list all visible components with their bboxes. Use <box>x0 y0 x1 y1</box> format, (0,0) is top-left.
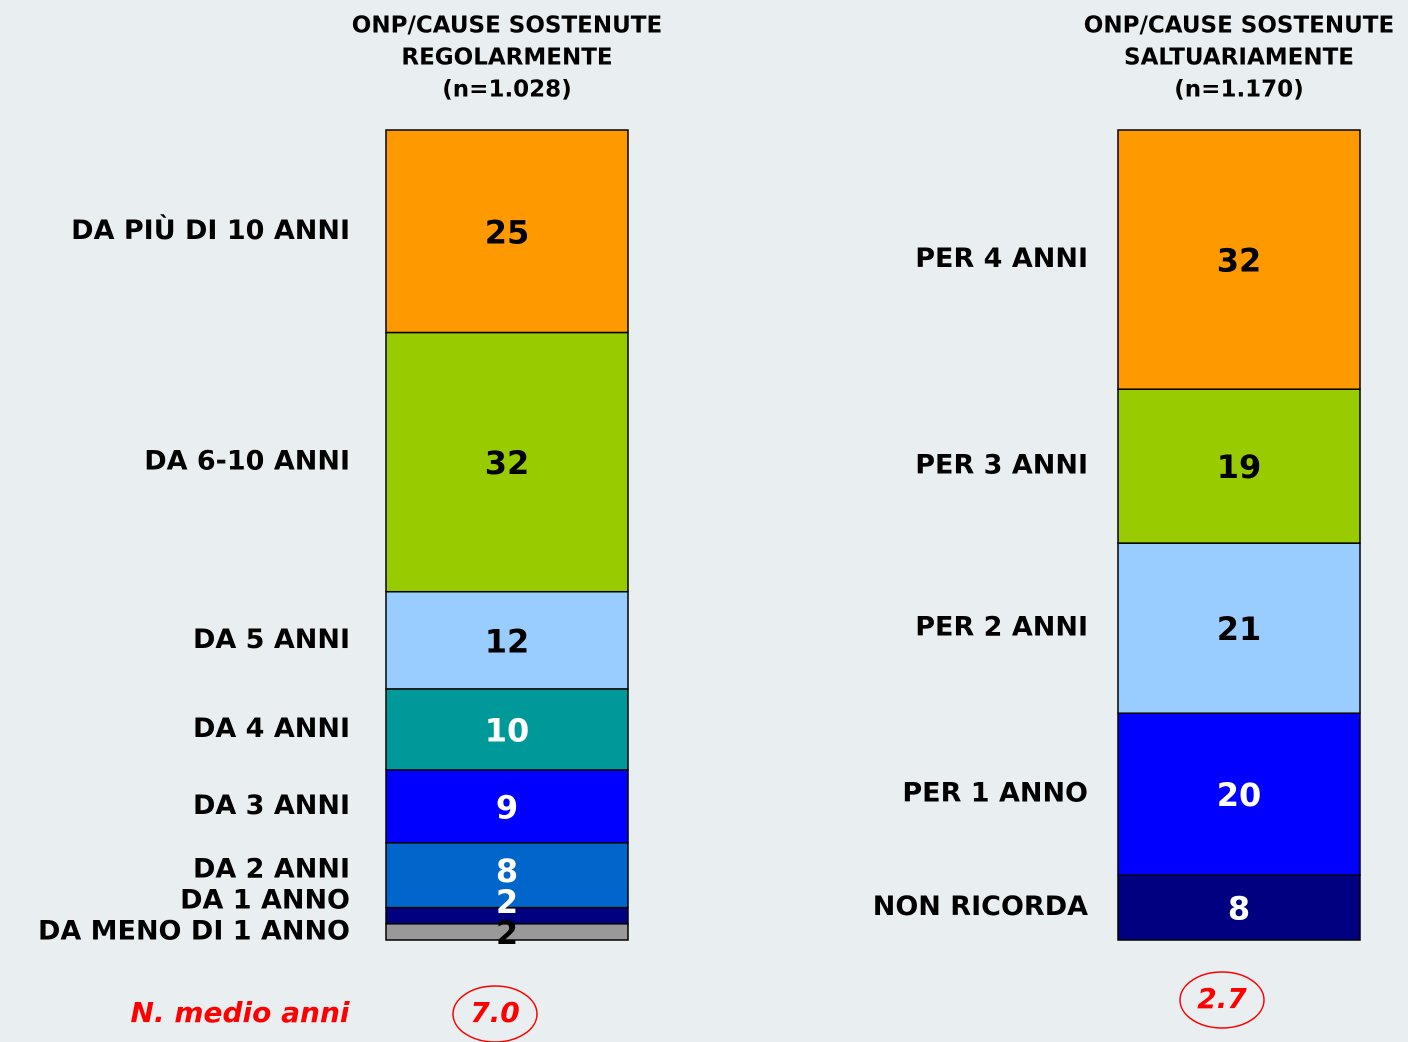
bar-segment <box>385 769 629 844</box>
value-label: 10 <box>485 711 530 749</box>
category-label: DA PIÙ DI 10 ANNI <box>71 214 350 246</box>
value-label: 21 <box>1217 610 1262 648</box>
category-label: DA 5 ANNI <box>193 624 350 655</box>
mean-label: N. medio anni <box>131 996 350 1029</box>
category-label: PER 1 ANNO <box>902 778 1088 809</box>
mean-circle <box>1179 971 1265 1029</box>
bar-title: ONP/CAUSE SOSTENUTE <box>352 13 662 39</box>
value-label: 25 <box>485 213 530 251</box>
value-label: 32 <box>485 444 530 482</box>
value-label: 9 <box>496 788 518 826</box>
bar-title: ONP/CAUSE SOSTENUTE <box>1084 13 1394 39</box>
category-label: DA MENO DI 1 ANNO <box>38 915 350 946</box>
category-label: DA 4 ANNI <box>193 713 350 744</box>
mean-value: 7.0 <box>470 996 520 1029</box>
value-label: 20 <box>1217 776 1262 814</box>
category-label: DA 1 ANNO <box>180 884 350 915</box>
bar-segment <box>1117 712 1361 876</box>
bar-segment <box>385 129 629 334</box>
value-label: 19 <box>1217 448 1262 486</box>
bar-segment <box>385 688 629 771</box>
category-label: PER 2 ANNI <box>915 612 1088 643</box>
bar-title: (n=1.028) <box>442 77 571 103</box>
category-label: NON RICORDA <box>873 891 1088 922</box>
category-label: DA 2 ANNI <box>193 853 350 884</box>
bar-segment <box>385 331 629 593</box>
bar-segment <box>1117 874 1361 941</box>
category-label: DA 3 ANNI <box>193 790 350 821</box>
value-label: 2 <box>496 914 518 952</box>
value-label: 32 <box>1217 242 1262 280</box>
bar-segment <box>1117 542 1361 714</box>
category-label: PER 4 ANNI <box>915 243 1088 274</box>
bar-segment <box>385 842 629 909</box>
category-label: DA 6-10 ANNI <box>144 446 350 477</box>
mean-value: 2.7 <box>1197 982 1247 1015</box>
mean-circle <box>452 985 538 1042</box>
value-label: 12 <box>485 622 530 660</box>
bar-segment <box>1117 129 1361 390</box>
value-label: 8 <box>1228 890 1250 928</box>
category-label: PER 3 ANNI <box>915 450 1088 481</box>
value-label: 8 <box>496 852 518 890</box>
bar-title: (n=1.170) <box>1174 77 1303 103</box>
value-label: 2 <box>496 883 518 921</box>
bar-segment <box>1117 388 1361 544</box>
bar-title: REGOLARMENTE <box>401 45 612 71</box>
bar-title: SALTUARIAMENTE <box>1124 45 1354 71</box>
